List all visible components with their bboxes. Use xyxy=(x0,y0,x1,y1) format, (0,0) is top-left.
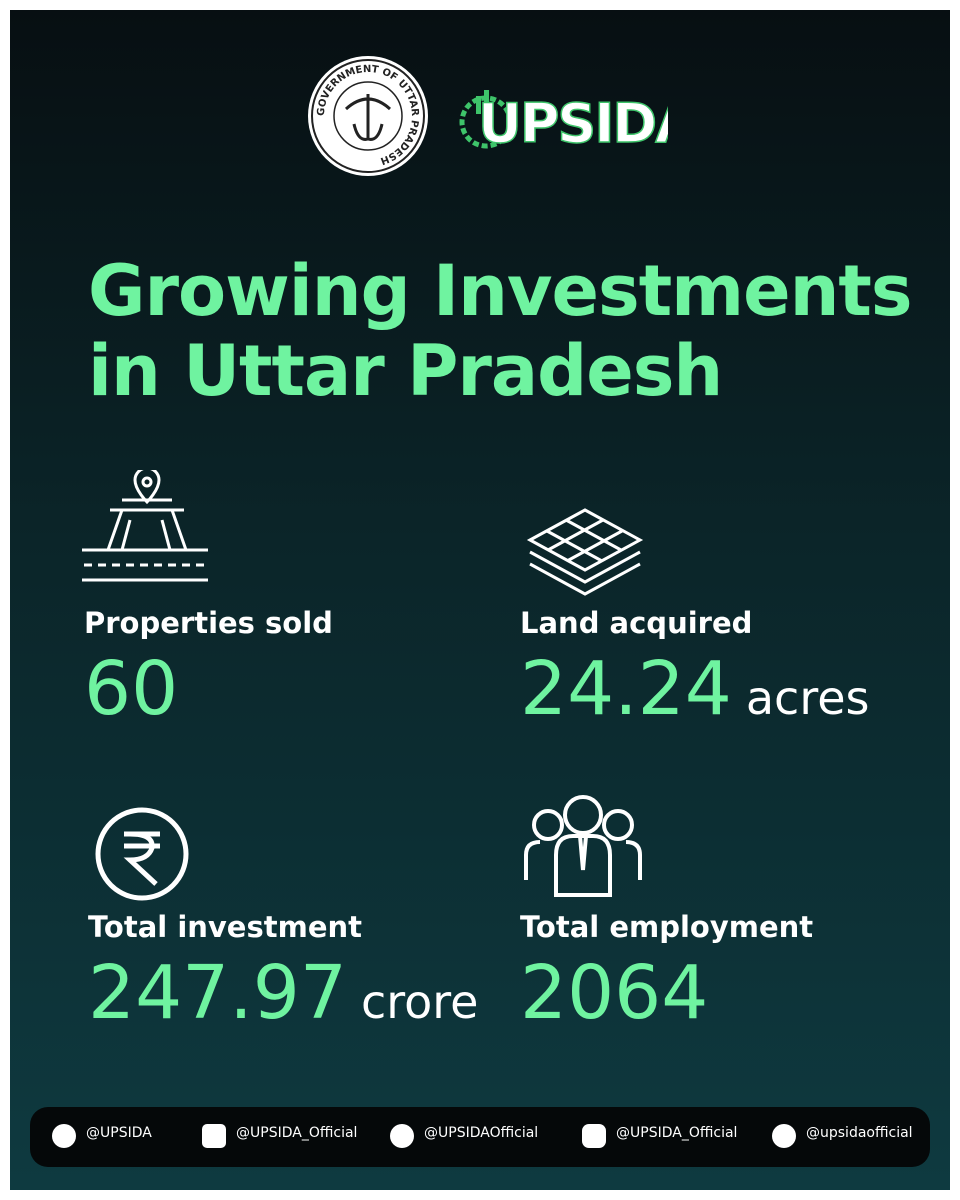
stat-number: 60 xyxy=(84,646,179,732)
title-line: Growing Investments xyxy=(88,250,913,332)
rupee-icon xyxy=(95,807,189,901)
stat-value: 2064 xyxy=(520,950,708,1036)
stat-label: Land acquired xyxy=(520,606,753,640)
stat-number: 247.97 xyxy=(88,950,347,1036)
social-handle[interactable]: @UPSIDA xyxy=(86,1125,152,1141)
property-icon xyxy=(82,470,208,582)
instagram-icon[interactable] xyxy=(582,1124,606,1148)
social-handle[interactable]: @UPSIDA_Official xyxy=(236,1125,358,1141)
stat-value: 60 xyxy=(84,646,178,732)
land-icon xyxy=(526,508,644,596)
stat-number: 2064 xyxy=(520,950,709,1036)
social-handle[interactable]: @upsidaofficial xyxy=(806,1125,913,1141)
title-line: in Uttar Pradesh xyxy=(88,330,723,412)
stat-number: 24.24 xyxy=(520,646,732,732)
stat-unit: acres xyxy=(745,671,870,725)
youtube-icon[interactable] xyxy=(772,1124,796,1148)
logo-text: UPSIDA xyxy=(478,92,668,152)
stat-label: Properties sold xyxy=(84,606,333,640)
stat-value: 24.24 acres xyxy=(520,646,870,732)
stat-value: 247.97 crore xyxy=(88,950,478,1036)
social-handle[interactable]: @UPSIDAOfficial xyxy=(424,1125,539,1141)
stat-unit: crore xyxy=(360,975,479,1029)
facebook-icon[interactable] xyxy=(390,1124,414,1148)
twitter-icon[interactable] xyxy=(52,1124,76,1148)
card: GOVERNMENT OF UTTAR PRADESH UPSIDA Growi… xyxy=(10,10,950,1190)
people-icon xyxy=(524,795,642,897)
emblem: GOVERNMENT OF UTTAR PRADESH xyxy=(308,56,428,176)
linkedin-icon[interactable] xyxy=(202,1124,226,1148)
stat-label: Total employment xyxy=(520,910,814,944)
upsida-logo: UPSIDA xyxy=(459,90,668,152)
social-handle[interactable]: @UPSIDA_Official xyxy=(616,1125,738,1141)
social-bar: @UPSIDA @UPSIDA_Official @UPSIDAOfficial… xyxy=(30,1107,930,1167)
stat-label: Total investment xyxy=(88,910,362,944)
